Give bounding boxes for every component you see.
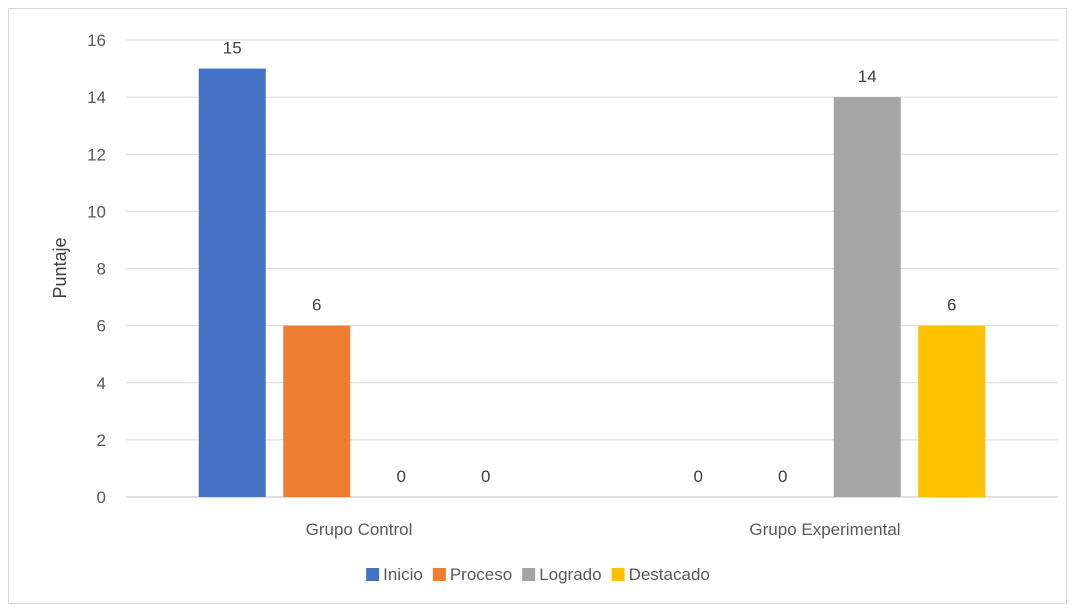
data-label: 6 [947,296,956,315]
bar-destacado [918,325,986,497]
legend-label: Inicio [383,565,423,584]
data-label: 0 [694,467,703,486]
y-tick-label: 10 [87,202,106,221]
data-label: 14 [858,67,877,86]
data-label: 15 [223,39,242,58]
legend-label: Destacado [629,565,710,584]
y-tick-label: 16 [87,31,106,50]
legend-swatch-destacado [611,568,625,581]
data-labels: 15 6 0 0 0 0 14 6 [223,39,957,486]
y-tick-label: 14 [87,88,106,107]
bars [198,68,986,497]
x-tick-label: Grupo Control [306,520,413,539]
legend-label: Logrado [539,565,601,584]
x-tick-label: Grupo Experimental [749,520,900,539]
data-label: 0 [397,467,406,486]
y-tick-label: 6 [97,317,106,336]
y-tick-label: 12 [87,145,106,164]
y-tick-label: 4 [97,374,106,393]
bar-inicio [198,68,266,497]
y-axis-title: Puntaje [50,237,70,298]
legend: Inicio Proceso Logrado Destacado [366,565,710,584]
legend-label: Proceso [450,565,512,584]
data-label: 6 [312,296,321,315]
x-axis-ticks: Grupo Control Grupo Experimental [306,520,901,539]
legend-swatch-logrado [522,568,536,581]
data-label: 0 [778,467,787,486]
legend-swatch-inicio [366,568,380,581]
data-label: 0 [481,467,490,486]
gridlines [126,39,1058,498]
bar-proceso [283,325,351,497]
y-tick-label: 2 [97,431,106,450]
bar-logrado [833,97,901,497]
y-tick-label: 8 [97,260,106,279]
legend-swatch-proceso [432,568,446,581]
y-tick-label: 0 [97,488,106,507]
y-axis-ticks: 0 2 4 6 8 10 12 14 16 [87,31,106,507]
